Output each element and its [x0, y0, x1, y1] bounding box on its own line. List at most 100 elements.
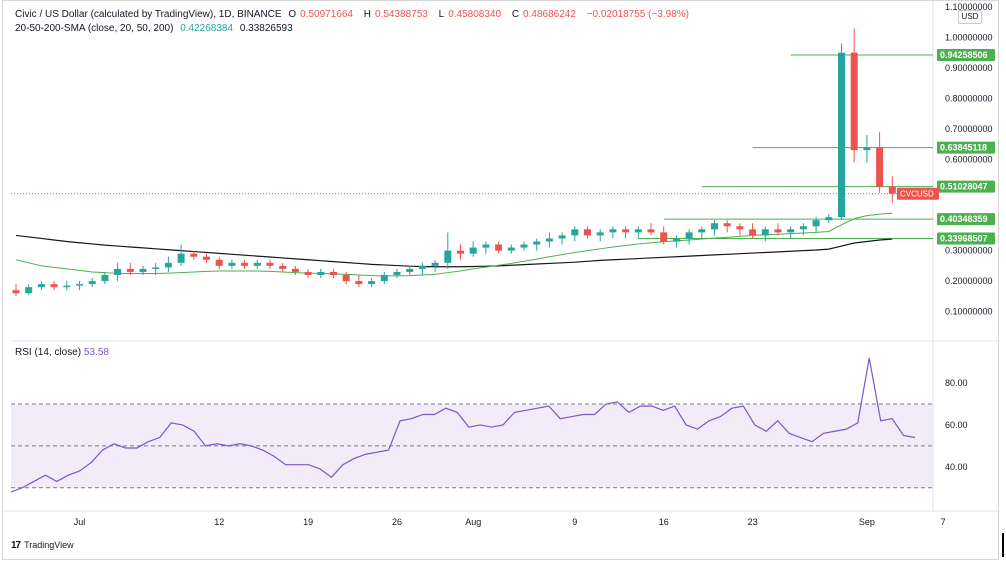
- sma-title[interactable]: 20-50-200-SMA (close, 20, 50, 200): [15, 23, 174, 34]
- rsi-band: [11, 404, 933, 488]
- candle-body[interactable]: [342, 275, 350, 282]
- candle-body[interactable]: [25, 287, 33, 294]
- candle-body[interactable]: [304, 271, 312, 275]
- symbol-legend: Civic / US Dollar (calculated by Trading…: [15, 9, 693, 20]
- candle-body[interactable]: [279, 265, 287, 269]
- candle-body[interactable]: [368, 281, 376, 285]
- symbol-title[interactable]: Civic / US Dollar (calculated by Trading…: [15, 9, 282, 20]
- candle-body[interactable]: [203, 256, 210, 260]
- level-price-tag: [937, 213, 995, 226]
- level-price-tag: [937, 48, 995, 61]
- time-tick-label: 9: [572, 517, 577, 527]
- candle-body[interactable]: [101, 275, 109, 282]
- candle-body[interactable]: [418, 265, 426, 269]
- tradingview-logo-icon: 17: [11, 539, 21, 551]
- candle-body[interactable]: [711, 223, 718, 230]
- candle-body[interactable]: [190, 253, 198, 257]
- candle-body[interactable]: [723, 223, 731, 227]
- candle-body[interactable]: [393, 271, 401, 275]
- level-price-label: 0.94258506: [940, 50, 988, 60]
- candle-body[interactable]: [672, 238, 680, 242]
- candle-body[interactable]: [660, 232, 668, 242]
- candle-body[interactable]: [596, 232, 604, 236]
- candle-body[interactable]: [50, 284, 58, 288]
- price-tick-label: 1.10000000: [945, 2, 993, 12]
- ohlc-close: C 0.48686242: [511, 9, 576, 20]
- candle-body[interactable]: [164, 262, 172, 268]
- candle-body[interactable]: [622, 229, 630, 233]
- currency-label[interactable]: USD: [958, 10, 982, 24]
- time-tick-label: Sep: [859, 517, 875, 527]
- time-tick-label: 19: [303, 517, 313, 527]
- candle-body[interactable]: [139, 268, 147, 272]
- candle-body[interactable]: [495, 244, 503, 251]
- candle-body[interactable]: [37, 284, 45, 288]
- candle-body[interactable]: [406, 268, 414, 272]
- candle-body[interactable]: [761, 229, 769, 236]
- candle-body[interactable]: [469, 247, 477, 254]
- ohlc-change: −0.02018755 (−3.98%): [586, 9, 689, 20]
- candle-body[interactable]: [749, 229, 757, 236]
- candle-body[interactable]: [838, 52, 845, 218]
- candle-body[interactable]: [507, 247, 515, 251]
- candle-body[interactable]: [482, 244, 490, 248]
- candle-body[interactable]: [850, 52, 858, 151]
- rsi-value: 53.58: [83, 347, 109, 358]
- sma-fast-line: [15, 212, 893, 277]
- candle-body[interactable]: [431, 262, 439, 266]
- candle-body[interactable]: [355, 281, 363, 285]
- candle-body[interactable]: [558, 235, 566, 239]
- sma-value-slow: 0.33826593: [239, 23, 293, 34]
- candle-body[interactable]: [647, 229, 655, 233]
- price-tick-label: 0.90000000: [945, 63, 993, 73]
- time-tick-label: 16: [659, 517, 669, 527]
- candle-body[interactable]: [380, 275, 388, 282]
- candle-body[interactable]: [152, 267, 160, 269]
- candle-body[interactable]: [825, 217, 833, 221]
- candle-body[interactable]: [12, 290, 20, 294]
- candle-body[interactable]: [291, 268, 299, 272]
- candle-body[interactable]: [584, 229, 591, 236]
- chart-canvas[interactable]: 0.100000000.200000000.300000000.40000000…: [3, 1, 1000, 561]
- candle-body[interactable]: [253, 262, 261, 266]
- candle-body[interactable]: [457, 250, 464, 254]
- candle-body[interactable]: [215, 259, 223, 266]
- candle-body[interactable]: [863, 147, 871, 151]
- candle-body[interactable]: [571, 229, 579, 236]
- candle-body[interactable]: [76, 284, 83, 286]
- candle-body[interactable]: [634, 229, 642, 233]
- rsi-title[interactable]: RSI (14, close): [15, 347, 82, 358]
- candle-body[interactable]: [88, 281, 96, 285]
- candle-body[interactable]: [812, 220, 820, 227]
- candle-body[interactable]: [266, 262, 274, 266]
- level-price-tag: [937, 232, 995, 245]
- candle-body[interactable]: [520, 244, 528, 248]
- price-tick-label: 0.60000000: [945, 154, 993, 164]
- candle-body[interactable]: [114, 268, 122, 275]
- candle-body[interactable]: [799, 226, 807, 230]
- candle-body[interactable]: [63, 285, 71, 288]
- level-price-label: 0.33968507: [940, 234, 988, 244]
- candle-body[interactable]: [736, 226, 744, 230]
- price-tick-label: 0.20000000: [945, 276, 993, 286]
- candle-body[interactable]: [330, 271, 337, 275]
- price-tick-label: 0.30000000: [945, 246, 993, 256]
- candle-body[interactable]: [609, 229, 617, 233]
- candle-body[interactable]: [533, 241, 541, 245]
- candle-body[interactable]: [685, 232, 693, 239]
- candle-body[interactable]: [698, 229, 706, 233]
- candle-body[interactable]: [444, 250, 452, 263]
- price-tick-label: 0.10000000: [945, 307, 993, 317]
- candle-body[interactable]: [774, 229, 782, 233]
- time-tick-label: Jul: [74, 517, 86, 527]
- rsi-tick-label: 40.00: [945, 462, 968, 472]
- candle-body[interactable]: [177, 253, 185, 263]
- candle-body[interactable]: [241, 262, 249, 266]
- candle-body[interactable]: [876, 147, 884, 187]
- candle-body[interactable]: [787, 229, 795, 233]
- candle-body[interactable]: [126, 268, 134, 272]
- candle-body[interactable]: [317, 271, 325, 275]
- candle-body[interactable]: [228, 262, 236, 266]
- candle-body[interactable]: [888, 186, 896, 194]
- candle-body[interactable]: [545, 238, 553, 242]
